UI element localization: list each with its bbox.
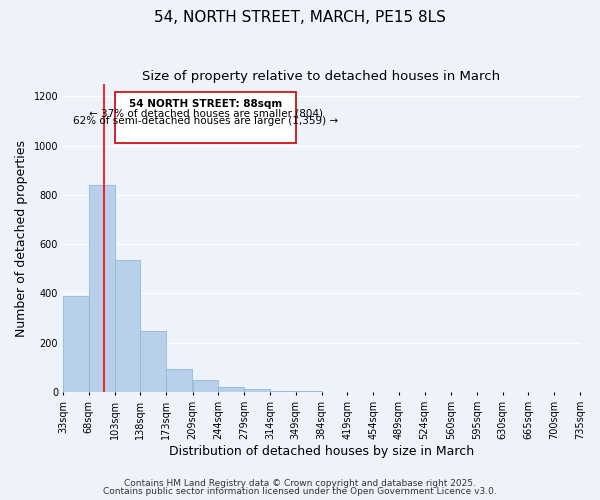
Bar	[218, 388, 244, 392]
Text: Contains public sector information licensed under the Open Government Licence v3: Contains public sector information licen…	[103, 487, 497, 496]
X-axis label: Distribution of detached houses by size in March: Distribution of detached houses by size …	[169, 444, 474, 458]
FancyBboxPatch shape	[115, 92, 296, 144]
Y-axis label: Number of detached properties: Number of detached properties	[15, 140, 28, 336]
Text: ← 37% of detached houses are smaller (804): ← 37% of detached houses are smaller (80…	[89, 109, 323, 119]
Bar	[63, 296, 89, 392]
Bar	[115, 260, 140, 392]
Bar	[89, 185, 115, 392]
Text: 62% of semi-detached houses are larger (1,359) →: 62% of semi-detached houses are larger (…	[73, 116, 338, 126]
Title: Size of property relative to detached houses in March: Size of property relative to detached ho…	[142, 70, 500, 83]
Bar	[166, 368, 192, 392]
Text: 54 NORTH STREET: 88sqm: 54 NORTH STREET: 88sqm	[129, 99, 282, 109]
Bar	[193, 380, 218, 392]
Bar	[244, 390, 270, 392]
Text: 54, NORTH STREET, MARCH, PE15 8LS: 54, NORTH STREET, MARCH, PE15 8LS	[154, 10, 446, 25]
Text: Contains HM Land Registry data © Crown copyright and database right 2025.: Contains HM Land Registry data © Crown c…	[124, 478, 476, 488]
Bar	[270, 390, 296, 392]
Bar	[140, 331, 166, 392]
